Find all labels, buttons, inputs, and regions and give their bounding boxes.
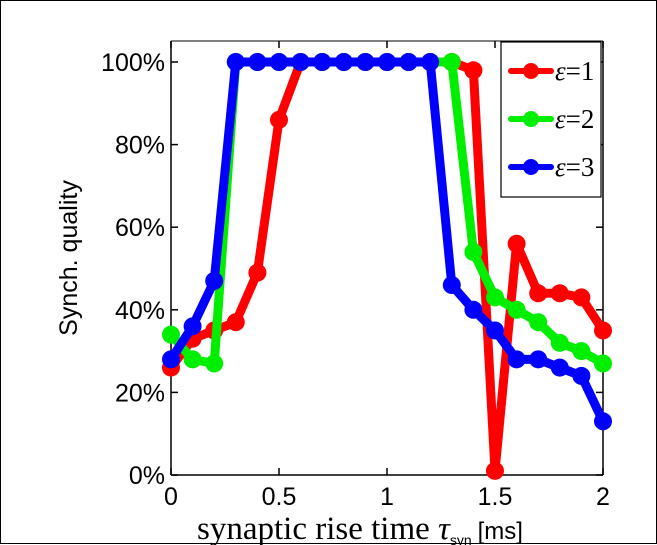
series-3 bbox=[162, 53, 612, 431]
data-point bbox=[205, 271, 224, 290]
y-tick-label: 100% bbox=[101, 49, 165, 77]
data-point bbox=[334, 53, 353, 71]
legend: ε=1ε=2ε=3 bbox=[500, 41, 602, 198]
data-point bbox=[529, 350, 548, 369]
data-point bbox=[356, 53, 375, 71]
data-point bbox=[529, 313, 548, 332]
legend-label: ε=2 bbox=[555, 104, 594, 134]
data-point bbox=[572, 342, 591, 361]
data-point bbox=[507, 350, 526, 369]
data-point bbox=[464, 300, 483, 319]
legend-symbol: ε bbox=[555, 152, 566, 182]
y-tick-label: 60% bbox=[115, 214, 165, 242]
y-tick-label: 80% bbox=[115, 132, 165, 160]
y-tick-label: 20% bbox=[115, 379, 165, 407]
data-point bbox=[464, 61, 483, 80]
data-point bbox=[248, 53, 267, 71]
legend-marker bbox=[523, 111, 539, 127]
data-point bbox=[529, 284, 548, 303]
data-point bbox=[550, 284, 569, 303]
data-point bbox=[183, 350, 202, 369]
x-axis-label-subscript: syn bbox=[450, 532, 472, 545]
data-point bbox=[291, 53, 310, 71]
data-point bbox=[572, 288, 591, 307]
data-point bbox=[572, 366, 591, 385]
legend-label: ε=3 bbox=[555, 152, 594, 182]
data-point bbox=[550, 358, 569, 377]
legend-symbol: ε bbox=[555, 104, 566, 134]
x-axis-label: synaptic rise time τsyn [ms] bbox=[197, 511, 523, 545]
data-point bbox=[486, 461, 504, 480]
data-point bbox=[248, 263, 267, 282]
data-point bbox=[205, 354, 224, 373]
data-point bbox=[270, 110, 288, 129]
x-tick-label: 2 bbox=[596, 483, 610, 511]
data-point bbox=[270, 53, 288, 71]
data-point bbox=[594, 354, 612, 373]
legend-marker bbox=[523, 159, 539, 175]
legend-value: =1 bbox=[566, 56, 595, 86]
data-point bbox=[550, 333, 569, 352]
data-point bbox=[313, 53, 332, 71]
axis-labels: Synch. quality synaptic rise time τsyn [ms… bbox=[55, 180, 523, 545]
legend-value: =2 bbox=[566, 104, 595, 134]
data-point bbox=[594, 412, 612, 431]
data-point bbox=[183, 317, 202, 336]
data-point bbox=[226, 53, 245, 71]
data-point bbox=[507, 234, 526, 253]
y-tick-label: 40% bbox=[115, 297, 165, 325]
data-point bbox=[226, 313, 245, 332]
y-axis-label: Synch. quality bbox=[55, 180, 83, 336]
x-axis-label-symbol: τ bbox=[438, 511, 451, 545]
data-point bbox=[442, 53, 461, 71]
data-point bbox=[162, 350, 180, 369]
legend-marker bbox=[523, 63, 539, 79]
data-point bbox=[162, 325, 180, 344]
y-tick-label: 0% bbox=[129, 462, 165, 490]
data-point bbox=[399, 53, 418, 71]
data-point bbox=[442, 276, 461, 295]
legend-symbol: ε bbox=[555, 56, 566, 86]
data-point bbox=[421, 53, 440, 71]
data-point bbox=[486, 288, 504, 307]
x-axis-label-text: synaptic rise time bbox=[197, 511, 438, 545]
data-point bbox=[486, 321, 504, 340]
data-point bbox=[507, 300, 526, 319]
x-tick-label: 1 bbox=[380, 483, 394, 511]
data-point bbox=[378, 53, 396, 71]
data-point bbox=[594, 321, 612, 340]
x-tick-label: 0.5 bbox=[262, 483, 297, 511]
x-tick-label: 1.5 bbox=[478, 483, 513, 511]
data-point bbox=[464, 242, 483, 261]
legend-label: ε=1 bbox=[555, 56, 594, 86]
axes: 0% 20% 40% 60% 80% 100% 0 0.5 1 1.5 2 bbox=[101, 40, 610, 511]
series-group bbox=[162, 53, 612, 480]
x-axis-label-unit: [ms] bbox=[478, 518, 523, 545]
legend-value: =3 bbox=[566, 152, 595, 182]
x-tick-label: 0 bbox=[164, 483, 178, 511]
